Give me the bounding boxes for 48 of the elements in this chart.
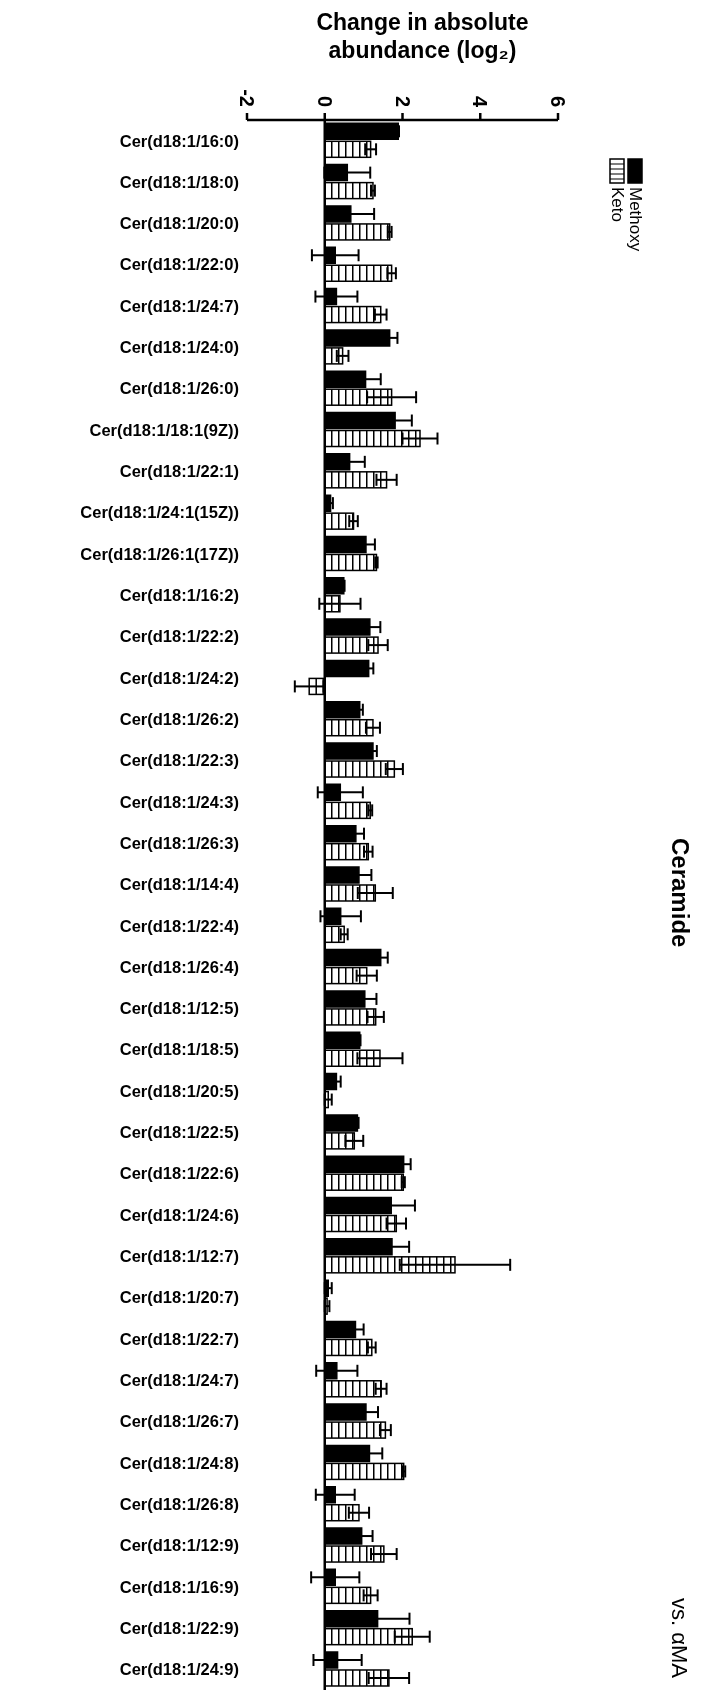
y-tick-label: Cer(d18:1/24:8): [119, 1453, 239, 1472]
x-tick-label: 4: [469, 95, 492, 108]
x-tick-label: 6: [547, 95, 569, 107]
y-tick-label: Cer(d18:1/20:0): [119, 214, 239, 233]
y-tick-label: Cer(d18:1/24:1(15Z)): [80, 503, 239, 522]
y-tick-label: Cer(d18:1/26:8): [119, 1494, 239, 1513]
y-tick-label: Cer(d18:1/22:5): [119, 1123, 239, 1142]
y-tick-label: Cer(d18:1/18:1(9Z)): [89, 420, 239, 439]
y-tick-label: Cer(d18:1/22:0): [119, 255, 239, 274]
x-tick-label: 0: [313, 95, 336, 107]
y-tick-label: Cer(d18:1/22:6): [119, 1164, 239, 1183]
y-tick-label: Cer(d18:1/26:7): [119, 1412, 239, 1431]
text: Ceramide: [667, 838, 694, 948]
y-tick-label: Cer(d18:1/26:1(17Z)): [80, 544, 239, 563]
x-tick-label: 2: [391, 95, 414, 107]
y-tick-label: Cer(d18:1/16:2): [119, 585, 239, 604]
text: vs. αMA: [667, 1598, 692, 1678]
y-tick-label: Cer(d18:1/18:0): [119, 172, 239, 191]
y-tick-label: Cer(d18:1/16:9): [119, 1577, 239, 1596]
y-tick-label: Cer(d18:1/26:0): [119, 379, 239, 398]
y-tick-label: Cer(d18:1/24:7): [119, 296, 239, 315]
legend-label: Keto: [608, 187, 627, 222]
y-tick-label: Cer(d18:1/24:7): [119, 1370, 239, 1389]
y-tick-label: Cer(d18:1/26:4): [119, 957, 239, 976]
y-tick-label: Cer(d18:1/18:5): [119, 1040, 239, 1059]
y-tick-label: Cer(d18:1/22:2): [119, 627, 239, 646]
y-tick-label: Cer(d18:1/22:9): [119, 1618, 239, 1637]
y-tick-label: Cer(d18:1/24:9): [119, 1660, 239, 1679]
y-tick-label: Cer(d18:1/22:7): [119, 1329, 239, 1348]
y-tick-label: Cer(d18:1/14:4): [119, 875, 239, 894]
y-tick-label: Cer(d18:1/22:4): [119, 916, 239, 935]
y-tick-label: Cer(d18:1/26:2): [119, 709, 239, 728]
x-axis-title: Change in absolute abundance (log₂): [316, 9, 529, 63]
y-tick-label: Cer(d18:1/24:2): [119, 668, 239, 687]
y-tick-label: Cer(d18:1/12:7): [119, 1247, 239, 1266]
y-tick-label: Cer(d18:1/26:3): [119, 833, 239, 852]
y-tick-label: Cer(d18:1/12:9): [119, 1536, 239, 1555]
y-tick-label: Cer(d18:1/22:1): [119, 462, 239, 481]
y-tick-label: Cer(d18:1/22:3): [119, 751, 239, 770]
y-tick-label: Cer(d18:1/24:3): [119, 792, 239, 811]
legend-label: Methoxy: [626, 187, 645, 252]
y-tick-label: Cer(d18:1/24:6): [119, 1205, 239, 1224]
y-tick-label: Cer(d18:1/20:7): [119, 1288, 239, 1307]
y-tick-label: Cer(d18:1/16:0): [119, 131, 239, 150]
y-tick-label: Cer(d18:1/12:5): [119, 999, 239, 1018]
x-tick-label: -2: [236, 89, 258, 107]
y-tick-label: Cer(d18:1/20:5): [119, 1081, 239, 1100]
y-tick-label: Cer(d18:1/24:0): [119, 338, 239, 357]
